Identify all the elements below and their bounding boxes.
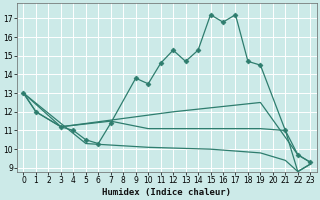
X-axis label: Humidex (Indice chaleur): Humidex (Indice chaleur) xyxy=(102,188,231,197)
